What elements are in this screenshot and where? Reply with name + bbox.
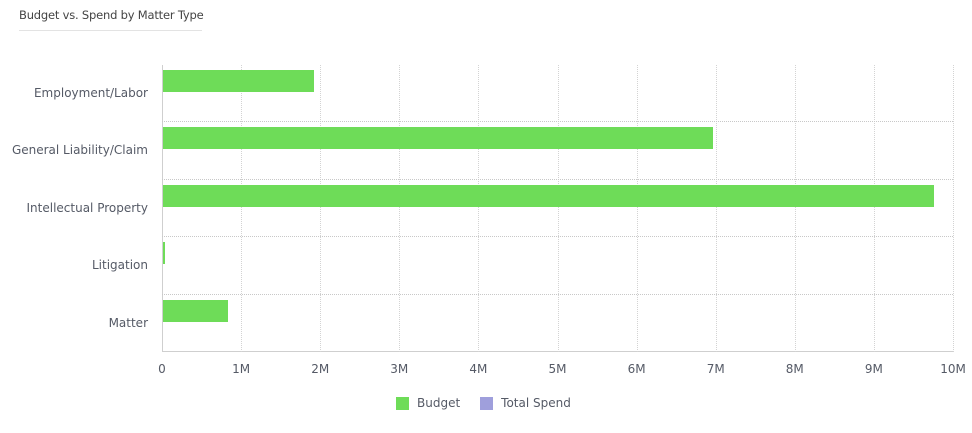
x-gridline [873,65,875,352]
y-category-label: Matter [108,315,148,330]
x-gridline [557,65,559,352]
x-gridline [241,65,243,352]
x-gridline [953,65,954,352]
y-category-label: General Liability/Claim [11,143,148,158]
y-gridline [162,293,953,295]
budget-bar[interactable] [163,242,165,265]
x-tick-label: 1M [232,362,251,376]
x-tick-label: 6M [627,362,646,376]
legend-label: Budget [417,396,461,410]
x-tick-label: 5M [548,362,567,376]
x-tick-label: 3M [390,362,409,376]
legend-label: Total Spend [501,396,571,410]
x-tick-label: 8M [785,362,804,376]
x-gridline [478,65,480,352]
x-gridline [715,65,717,352]
x-tick-label: 0 [158,362,166,376]
x-tick-label: 4M [469,362,488,376]
y-gridline [162,178,953,180]
x-tick-label: 7M [706,362,725,376]
y-gridline [162,236,953,238]
x-tick-label: 2M [311,362,330,376]
legend-item-budget[interactable]: Budget [396,396,460,410]
y-category-label: Litigation [91,258,148,273]
x-gridline [399,65,401,352]
title-divider [19,30,202,31]
budget-bar[interactable] [163,127,713,150]
y-category-label: Intellectual Property [26,200,148,215]
y-category-label: Employment/Labor [33,86,148,100]
legend-item-total-spend[interactable]: Total Spend [480,396,571,410]
x-gridline [794,65,796,352]
budget-bar[interactable] [163,299,228,322]
plot-area [162,65,954,352]
legend: Budget Total Spend [396,396,591,410]
x-tick-label: 10M [940,362,966,376]
y-axis-line [162,65,163,352]
budget-bar[interactable] [163,184,935,207]
x-gridline [636,65,638,352]
x-tick-label: 9M [864,362,883,376]
chart-title: Budget vs. Spend by Matter Type [19,8,204,22]
budget-swatch-icon [396,396,409,410]
budget-bar[interactable] [163,70,315,92]
x-gridline [320,65,322,352]
total-spend-swatch-icon [480,396,494,410]
y-gridline [162,121,953,123]
